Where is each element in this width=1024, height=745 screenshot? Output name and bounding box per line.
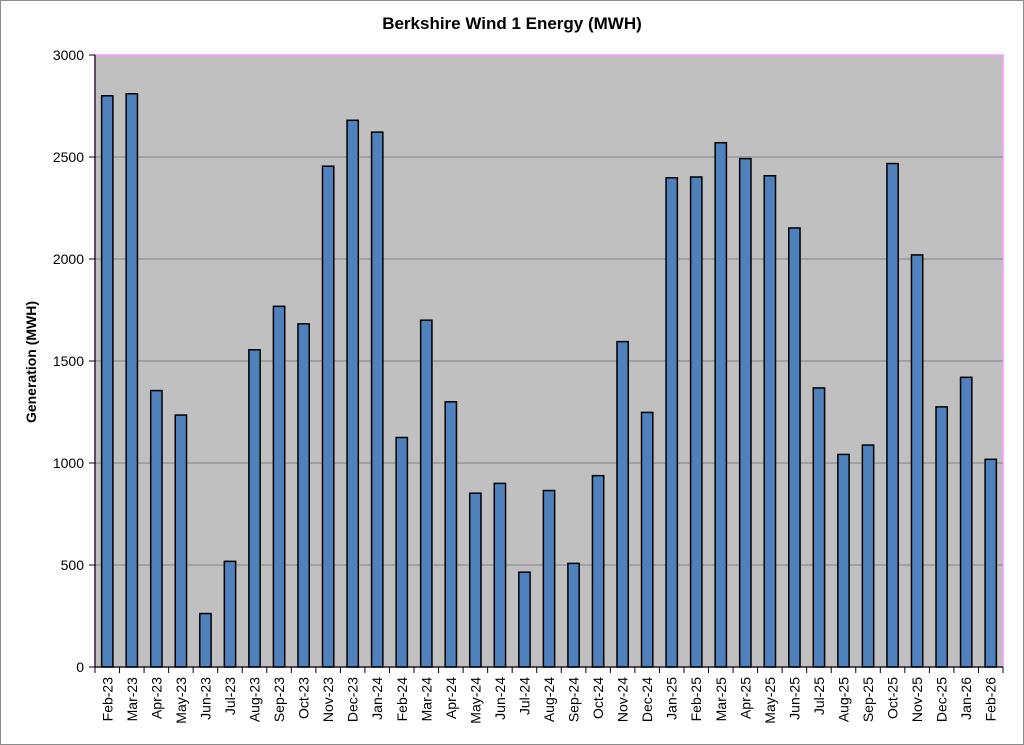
x-tick-label: Nov-23: [320, 677, 336, 722]
y-tick-label: 1500: [53, 353, 84, 369]
bar: [640, 411, 654, 668]
y-tick-label: 3000: [53, 47, 84, 63]
x-tick-label: Jun-24: [492, 677, 508, 720]
bar: [174, 414, 188, 668]
y-tick-label: 500: [61, 557, 85, 573]
bar: [321, 165, 335, 668]
x-tick-label: Oct-25: [885, 677, 901, 719]
x-tick-label: Jul-24: [516, 677, 532, 715]
bar: [100, 95, 114, 668]
x-tick-label: May-23: [173, 677, 189, 724]
bar: [370, 131, 384, 668]
x-tick-label: Oct-24: [590, 677, 606, 719]
x-tick-label: Apr-23: [148, 677, 164, 719]
x-tick-label: Dec-23: [345, 677, 361, 722]
bar: [542, 489, 556, 668]
x-tick-label: Sep-24: [566, 677, 582, 722]
x-tick-label: Jun-25: [786, 677, 802, 720]
bar: [468, 492, 482, 668]
bar: [223, 560, 237, 668]
x-tick-label: May-24: [467, 677, 483, 724]
bar: [518, 571, 531, 668]
x-tick-label: Jun-23: [197, 677, 213, 720]
bar: [567, 562, 580, 668]
bar: [346, 119, 360, 668]
y-tick-labels: 0 500 1000 1500 2000 2500 3000: [53, 47, 84, 675]
x-tick-label: Dec-24: [639, 677, 655, 722]
bar: [714, 141, 728, 668]
x-tick-label: Jul-25: [811, 677, 827, 715]
bar: [763, 175, 777, 668]
y-tick-label: 2500: [53, 149, 84, 165]
x-tick-label: Sep-25: [860, 677, 876, 722]
bar: [248, 349, 261, 668]
y-tick-label: 1000: [53, 455, 84, 471]
x-tick-label: Mar-24: [418, 677, 434, 722]
axes: [89, 54, 1004, 673]
bar: [910, 254, 924, 668]
bar: [837, 453, 850, 668]
bar: [788, 227, 801, 668]
bar: [689, 176, 703, 668]
x-tick-label: Dec-25: [934, 677, 950, 722]
x-tick-label: Nov-25: [909, 677, 925, 722]
gridlines: [95, 156, 1003, 566]
x-tick-label: Jan-26: [958, 677, 974, 720]
x-tick-label: Aug-24: [541, 677, 557, 722]
x-tick-label: Aug-25: [835, 677, 851, 722]
bar: [419, 319, 433, 668]
bar: [984, 458, 998, 668]
bar: [493, 482, 507, 668]
x-tick-label: Feb-24: [394, 677, 410, 722]
bar: [125, 93, 139, 668]
x-tick-label: Apr-25: [737, 677, 753, 719]
x-tick-label: Jan-24: [369, 677, 385, 720]
x-tick-label: Jul-23: [222, 677, 238, 715]
bar: [395, 436, 409, 668]
x-tick-label: Jan-25: [664, 677, 680, 720]
bar: [738, 157, 752, 668]
x-tick-label: Nov-24: [615, 677, 631, 722]
x-tick-label: Mar-25: [713, 677, 729, 722]
bar: [591, 474, 605, 668]
x-tick-label: Feb-26: [983, 677, 999, 722]
bar: [665, 177, 679, 668]
bar: [935, 406, 949, 668]
x-tick-labels: Feb-23 Mar-23 Apr-23 May-23 Jun-23 Jul-23 Aug-…: [99, 677, 998, 724]
bar: [959, 376, 973, 668]
bar: [812, 387, 826, 668]
y-tick-label: 2000: [53, 251, 84, 267]
bar: [199, 612, 212, 668]
bars: [100, 93, 998, 668]
y-tick-label: 0: [76, 659, 84, 675]
bar: [297, 323, 310, 668]
x-tick-label: Mar-23: [124, 677, 140, 722]
x-tick-label: May-25: [762, 677, 778, 724]
bar: [616, 340, 630, 668]
x-tick-label: Feb-25: [688, 677, 704, 722]
bar: [272, 305, 286, 668]
x-tick-label: Oct-23: [296, 677, 312, 719]
chart-title: Berkshire Wind 1 Energy (MWH): [382, 14, 642, 33]
bar: [861, 444, 875, 668]
x-tick-label: Sep-23: [271, 677, 287, 722]
bar: [149, 389, 163, 668]
bar: [444, 401, 458, 668]
x-tick-label: Apr-24: [443, 677, 459, 719]
x-tick-label: Feb-23: [99, 677, 115, 722]
bar: [886, 162, 899, 668]
x-tick-label: Aug-23: [247, 677, 263, 722]
